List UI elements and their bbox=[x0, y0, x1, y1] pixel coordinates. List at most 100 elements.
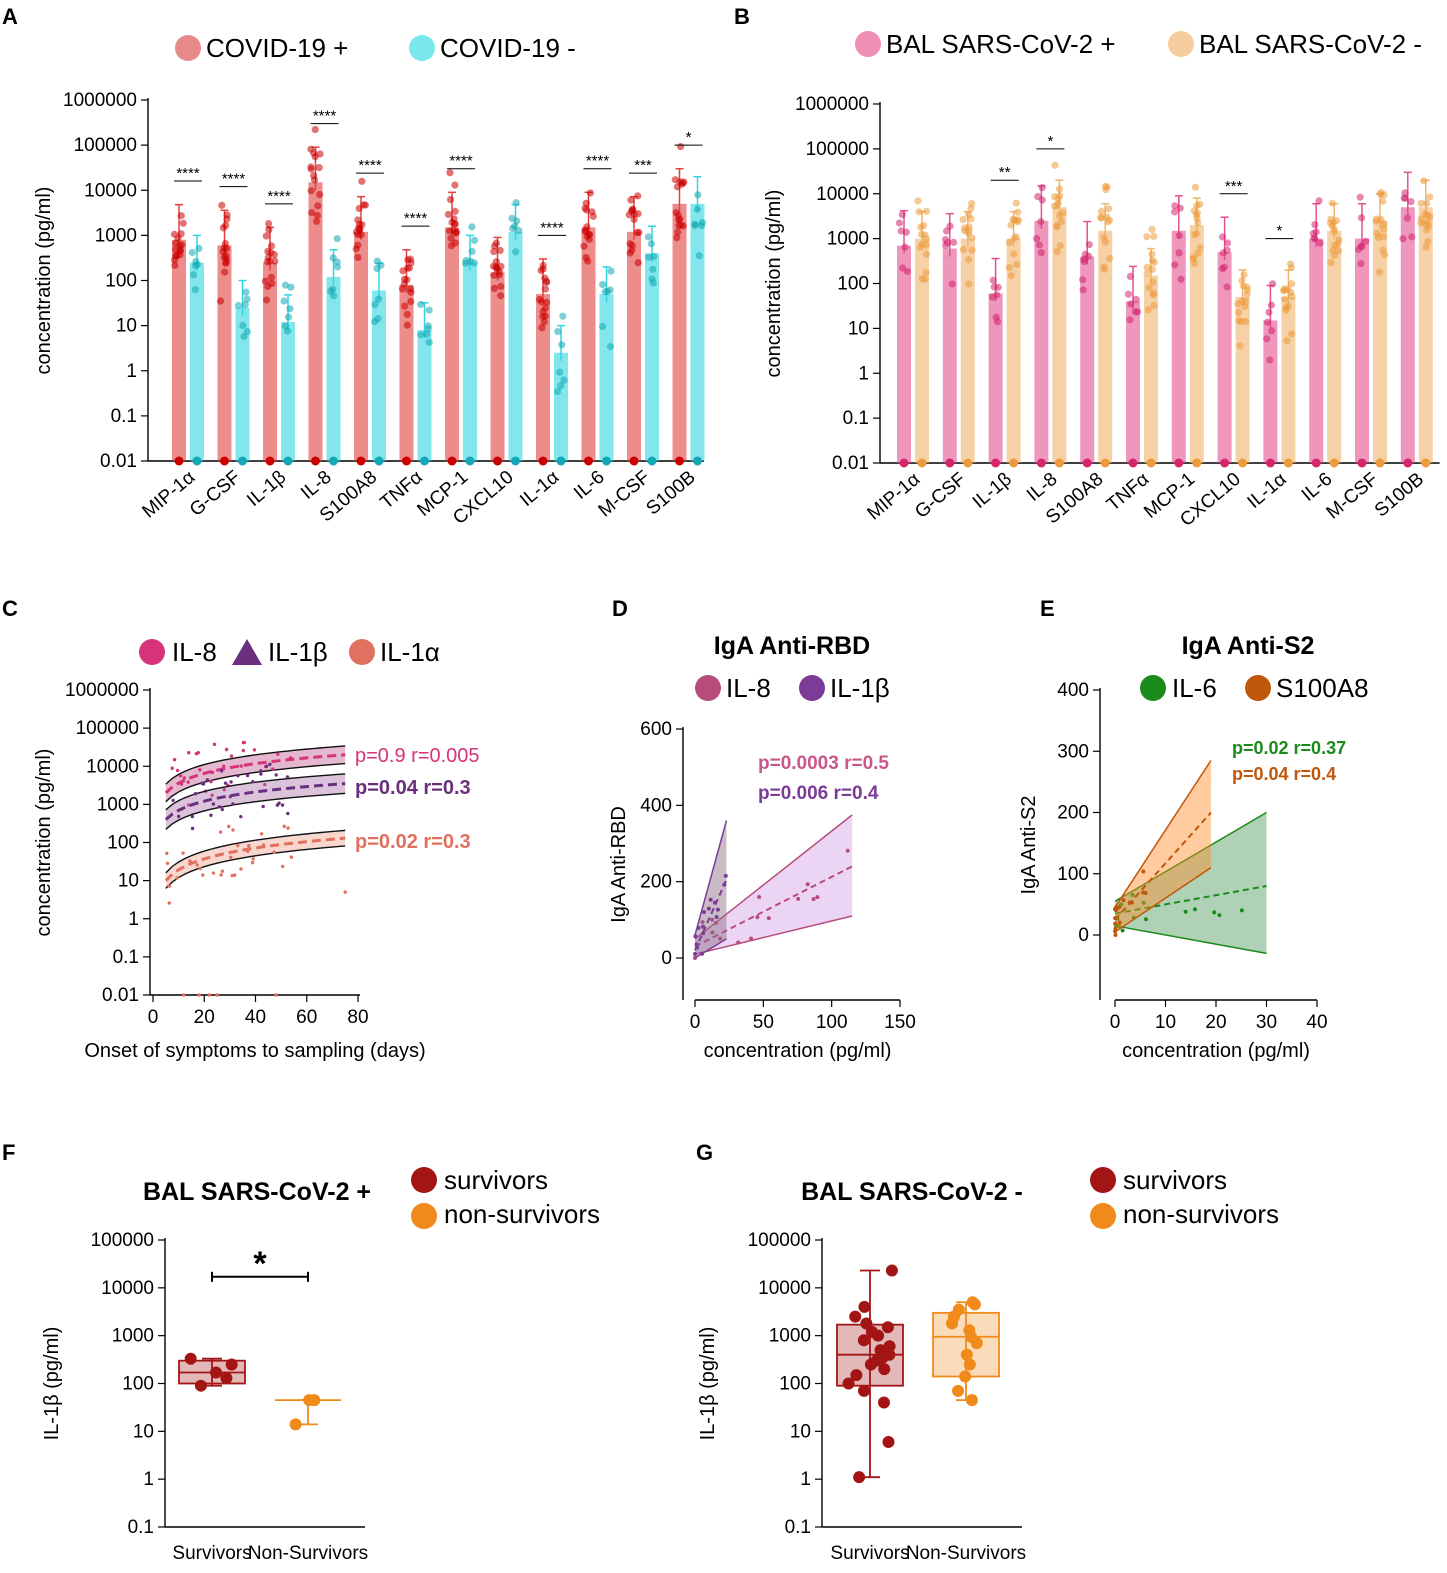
data-point bbox=[1329, 458, 1339, 468]
panel-e-title: IgA Anti-S2 bbox=[1182, 632, 1315, 660]
data-point bbox=[635, 228, 643, 236]
data-point bbox=[176, 814, 181, 819]
significance-label: *** bbox=[634, 157, 652, 174]
x-category-survivors: Survivors bbox=[830, 1543, 909, 1564]
panel-e-y-tick-label: 200 bbox=[1057, 803, 1089, 824]
data-point bbox=[1426, 193, 1434, 201]
data-point bbox=[361, 201, 369, 209]
data-point bbox=[1174, 458, 1184, 468]
data-point bbox=[177, 212, 185, 220]
data-point bbox=[922, 269, 930, 277]
data-point bbox=[446, 227, 454, 235]
data-point bbox=[952, 1303, 965, 1316]
legend-swatch-d-il1b bbox=[799, 675, 825, 701]
data-point bbox=[541, 274, 549, 282]
panel-label-e: E bbox=[1040, 596, 1055, 621]
data-point bbox=[1148, 250, 1156, 258]
legend-label-covid-neg: COVID-19 - bbox=[440, 33, 576, 63]
data-point bbox=[1235, 317, 1243, 325]
data-point bbox=[241, 300, 249, 309]
data-point bbox=[1141, 869, 1146, 874]
data-point bbox=[511, 222, 519, 230]
significance-label: **** bbox=[176, 165, 200, 182]
data-point bbox=[1223, 246, 1231, 254]
data-point bbox=[757, 894, 762, 899]
data-point bbox=[630, 215, 638, 223]
bar-g-csf-covid-19 bbox=[235, 307, 250, 461]
data-point bbox=[209, 813, 213, 817]
data-point bbox=[691, 220, 699, 228]
data-point bbox=[402, 456, 411, 466]
data-point bbox=[693, 951, 698, 956]
data-point bbox=[1280, 286, 1288, 294]
data-point bbox=[265, 226, 273, 234]
data-point bbox=[267, 242, 276, 250]
data-point bbox=[198, 768, 202, 772]
data-point bbox=[1177, 275, 1185, 283]
data-point bbox=[1288, 292, 1296, 300]
data-point bbox=[1141, 890, 1146, 895]
panel-d-chart: 0 200 400 600 IgA Anti-RBD 0 50 100 150 concentra… bbox=[608, 719, 916, 1062]
panel-d-y-tick-label: 400 bbox=[640, 795, 672, 816]
data-point bbox=[196, 750, 201, 755]
data-point bbox=[179, 782, 184, 786]
data-point bbox=[259, 832, 264, 836]
bar-mip-1-bal-sars-cov-2 bbox=[897, 245, 911, 463]
data-point bbox=[374, 295, 383, 303]
legend-swatch-g-nonsurvivors bbox=[1090, 1203, 1116, 1229]
data-point bbox=[1373, 229, 1381, 237]
regression-line-il-6 bbox=[1114, 885, 1267, 915]
data-point bbox=[182, 993, 186, 997]
data-point bbox=[1191, 231, 1199, 239]
data-point bbox=[1263, 318, 1272, 326]
data-point bbox=[468, 247, 476, 256]
data-point bbox=[165, 861, 170, 865]
data-point bbox=[1238, 458, 1248, 468]
data-point bbox=[1080, 257, 1088, 266]
data-point bbox=[1097, 207, 1106, 215]
data-point bbox=[223, 781, 228, 785]
data-point bbox=[560, 376, 568, 384]
data-point bbox=[234, 301, 242, 310]
bar-s100b-covid-19 bbox=[672, 203, 687, 461]
data-point bbox=[677, 142, 685, 151]
data-point bbox=[171, 245, 180, 254]
panel-d-x-axis-label: concentration (pg/ml) bbox=[704, 1040, 892, 1062]
panel-f-y-tick-label: 100 bbox=[122, 1374, 154, 1395]
data-point bbox=[268, 762, 272, 767]
x-category-m-csf: M-CSF bbox=[595, 467, 655, 522]
data-point bbox=[989, 276, 997, 284]
data-point bbox=[1316, 239, 1324, 247]
panel-b-y-tick-label: 0.01 bbox=[832, 453, 869, 474]
data-point bbox=[229, 780, 233, 784]
panel-a-legend: COVID-19 + COVID-19 - bbox=[175, 33, 576, 63]
data-point bbox=[1124, 290, 1133, 298]
data-point bbox=[1267, 301, 1276, 309]
data-point bbox=[311, 456, 320, 466]
data-point bbox=[1035, 241, 1044, 249]
data-point bbox=[1005, 263, 1013, 272]
data-point bbox=[554, 327, 562, 336]
data-point bbox=[1243, 286, 1252, 295]
data-point bbox=[1036, 458, 1046, 468]
data-point bbox=[963, 1324, 976, 1337]
panel-d-y-tick-label: 200 bbox=[640, 872, 672, 893]
data-point bbox=[858, 1300, 871, 1313]
data-point bbox=[628, 242, 636, 250]
bar-m-csf-bal-sars-cov-2 bbox=[1373, 220, 1387, 463]
data-point bbox=[1238, 276, 1246, 285]
bar-il-6-bal-sars-cov-2 bbox=[1327, 230, 1342, 463]
bar-mip-1-covid-19 bbox=[172, 239, 186, 461]
data-point bbox=[718, 936, 723, 941]
data-point bbox=[1240, 271, 1248, 279]
bar-s100a8-covid-19 bbox=[372, 290, 386, 461]
panel-b-y-tick-label: 100 bbox=[837, 274, 869, 295]
data-point bbox=[452, 228, 461, 236]
data-point bbox=[327, 287, 335, 295]
panel-f-y-tick-label: 0.1 bbox=[128, 1517, 154, 1538]
data-point bbox=[186, 780, 190, 784]
data-point bbox=[710, 930, 715, 935]
data-point bbox=[919, 221, 928, 230]
data-point bbox=[425, 338, 433, 346]
data-point bbox=[210, 770, 214, 775]
